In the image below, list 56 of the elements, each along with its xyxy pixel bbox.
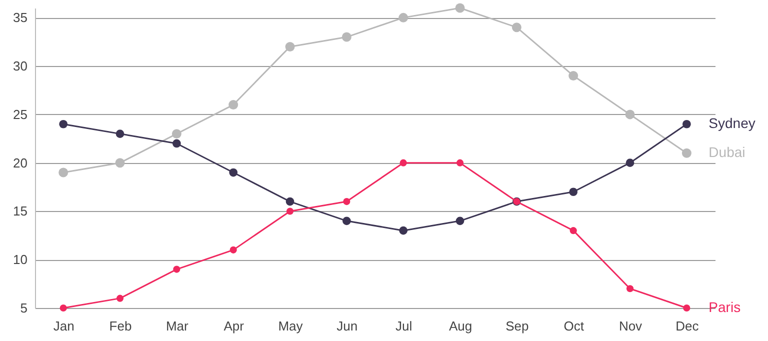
point (625, 110, 635, 120)
point (399, 226, 408, 235)
x-tick-label: Jul (396, 318, 412, 334)
point (398, 12, 408, 22)
x-tick-label: Aug (448, 318, 472, 334)
point (682, 148, 692, 158)
point (116, 294, 124, 302)
point (115, 158, 125, 168)
point (172, 139, 181, 148)
point (400, 159, 407, 166)
x-tick-label: Dec (676, 318, 700, 334)
point (286, 208, 294, 215)
point (343, 198, 350, 206)
point (626, 158, 634, 168)
x-tick-label: Sep (506, 318, 529, 334)
point (683, 304, 690, 312)
y-tick-label: 25 (13, 106, 28, 122)
y-tick-label: 20 (13, 155, 28, 170)
point (682, 120, 691, 128)
point (173, 266, 180, 273)
x-tick-label: Nov (618, 318, 643, 334)
x-tick-label: Mar (166, 318, 190, 334)
point (285, 42, 295, 52)
point (116, 130, 124, 138)
point (456, 216, 464, 226)
x-tick-label: Jun (336, 318, 358, 334)
x-tick-label: Feb (109, 318, 132, 334)
x-tick-label: May (278, 318, 304, 334)
point (230, 246, 237, 254)
point (455, 3, 465, 13)
y-tick-label: 10 (13, 252, 28, 268)
point (58, 168, 68, 178)
y-tick-label: 30 (13, 58, 28, 74)
point (172, 129, 182, 139)
point (229, 168, 238, 177)
point (626, 285, 634, 292)
point (342, 32, 352, 42)
point (512, 22, 522, 32)
point (568, 71, 578, 80)
y-tick-label: 35 (13, 10, 28, 26)
point (570, 227, 577, 234)
point (228, 100, 238, 110)
series-label: Paris (708, 299, 741, 315)
point (60, 304, 67, 312)
y-tick-label: 15 (13, 204, 28, 219)
series-label: Dubai (708, 144, 746, 160)
x-tick-label: Oct (564, 318, 584, 334)
point (456, 159, 464, 166)
x-tick-label: Jan (53, 318, 74, 334)
x-tick-label: Apr (224, 318, 245, 334)
point (569, 188, 578, 196)
point (59, 120, 68, 128)
y-tick-label: 5 (20, 300, 28, 316)
series-label: Sydney (708, 115, 756, 132)
point (286, 197, 294, 206)
point (342, 216, 351, 226)
